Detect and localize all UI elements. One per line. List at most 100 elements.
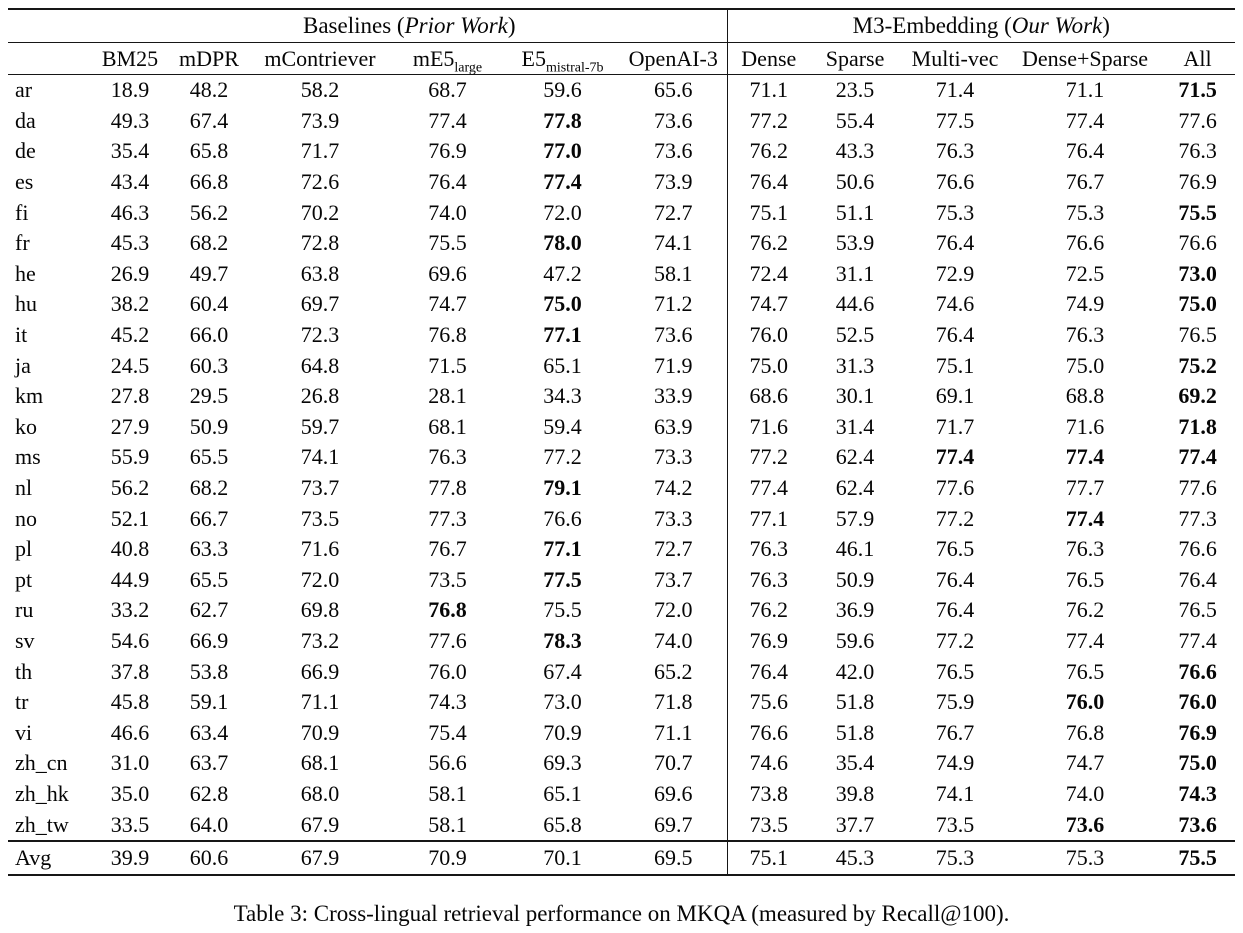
table-cell: 66.9 <box>300 658 340 684</box>
table-cell: 70.9 <box>543 719 582 745</box>
table-cell: 76.9 <box>1178 169 1217 195</box>
row-label: zh_hk <box>15 780 69 806</box>
table-cell: 54.6 <box>110 627 150 653</box>
table-cell: 45.3 <box>110 230 150 256</box>
table-row-nl: nl 56.2 68.2 73.7 77.8 79.1 74.2 77.4 62.4 77.6 77… <box>8 472 1235 504</box>
table-cell: 26.9 <box>110 260 150 286</box>
table-cell: 77.4 <box>1065 627 1105 653</box>
table-cell: 53.8 <box>189 658 229 684</box>
table-cell: 77.4 <box>428 107 467 133</box>
table-cell: 77.4 <box>1178 627 1217 653</box>
table-cell: 58.2 <box>300 77 340 103</box>
table-cell: 76.3 <box>1178 138 1217 164</box>
table-cell: 74.3 <box>428 689 467 715</box>
column-header-dense-sparse: Dense+Sparse <box>1010 42 1161 75</box>
column-header-row: BM25 mDPR mContriever mE5large E5mistral-7b O… <box>8 42 1236 75</box>
table-cell: 52.5 <box>835 322 875 348</box>
row-label: fr <box>15 230 30 256</box>
table-cell: 76.4 <box>935 230 975 256</box>
table-cell: 46.6 <box>110 719 150 745</box>
table-row-vi: vi 46.6 63.4 70.9 75.4 70.9 71.1 76.6 51.8 76.7 76… <box>8 717 1235 749</box>
table-cell: 76.0 <box>726 319 811 351</box>
table-cell: 34.3 <box>543 383 582 409</box>
table-caption: Table 3: Cross-lingual retrieval perform… <box>233 900 1010 926</box>
table-cell: 76.5 <box>935 658 975 684</box>
table-cell: 76.4 <box>935 322 975 348</box>
table-cell: 69.8 <box>300 597 340 623</box>
table-cell: 67.9 <box>300 811 340 837</box>
table-cell: 75.4 <box>428 719 467 745</box>
table-cell: 39.8 <box>835 780 875 806</box>
table-cell: 77.4 <box>726 472 811 504</box>
table-cell: 74.7 <box>428 291 467 317</box>
table-cell: 74.0 <box>654 627 693 653</box>
table-cell: 75.0 <box>1065 352 1105 378</box>
table-cell: 44.6 <box>835 291 875 317</box>
group-header-row: Baselines (Prior Work) M3-Embedding (Our… <box>8 9 1236 43</box>
table-row-fr: fr 45.3 68.2 72.8 75.5 78.0 74.1 76.2 53.9 76.4 76… <box>8 227 1235 259</box>
table-cell: 76.0 <box>1178 689 1217 715</box>
table-cell: 75.3 <box>1065 199 1105 225</box>
table-row-es: es 43.4 66.8 72.6 76.4 77.4 73.9 76.4 50.6 76.6 76… <box>8 166 1235 198</box>
table-cell: 68.8 <box>1065 383 1105 409</box>
table-cell: 71.2 <box>654 291 693 317</box>
table-cell: 77.4 <box>935 444 975 470</box>
table-cell: 75.3 <box>1010 839 1161 875</box>
table-cell: 76.5 <box>1065 566 1105 592</box>
table-cell: 50.9 <box>189 413 229 439</box>
table-cell: 73.7 <box>300 475 340 501</box>
table-cell: 71.5 <box>1178 77 1217 103</box>
table-cell: 23.5 <box>835 77 875 103</box>
table-cell: 18.9 <box>110 77 150 103</box>
table-cell: 77.0 <box>543 138 582 164</box>
table-cell: 69.1 <box>935 383 975 409</box>
table-cell: 76.4 <box>726 166 811 198</box>
row-label: zh_cn <box>15 750 68 776</box>
table-cell: 60.6 <box>168 839 250 875</box>
table-cell: 47.2 <box>543 260 582 286</box>
table-cell: 74.0 <box>1065 780 1105 806</box>
table-cell: 33.9 <box>654 383 693 409</box>
row-label: nl <box>15 475 33 501</box>
table-cell: 68.1 <box>300 750 340 776</box>
table-cell: 77.6 <box>1178 107 1217 133</box>
table-cell: 75.6 <box>726 686 811 718</box>
table-cell: 77.6 <box>935 475 975 501</box>
row-label: ja <box>15 352 31 378</box>
table-cell: 50.6 <box>835 169 875 195</box>
table-cell: 76.4 <box>1065 138 1105 164</box>
table-cell: 76.6 <box>935 169 975 195</box>
table-cell: 46.3 <box>110 199 150 225</box>
column-header-sparse: Sparse <box>810 42 901 75</box>
table-cell: 59.6 <box>835 627 875 653</box>
table-cell: 45.2 <box>110 322 150 348</box>
row-label: hu <box>15 291 37 317</box>
table-cell: 76.7 <box>935 719 975 745</box>
table-cell: 72.6 <box>300 169 340 195</box>
table-cell: 28.1 <box>428 383 467 409</box>
table-cell: 77.2 <box>726 105 811 137</box>
table-row-ko: ko 27.9 50.9 59.7 68.1 59.4 63.9 71.6 31.4 71.7 71… <box>8 411 1235 443</box>
table-cell: 77.5 <box>935 107 975 133</box>
table-cell: 65.1 <box>543 352 582 378</box>
table-cell: 68.7 <box>428 77 467 103</box>
table-cell: 43.3 <box>835 138 875 164</box>
table-cell: 31.1 <box>835 260 875 286</box>
table-row-tr: tr 45.8 59.1 71.1 74.3 73.0 71.8 75.6 51.8 75.9 76… <box>8 686 1235 718</box>
table-cell: 72.3 <box>300 322 340 348</box>
table-cell: 31.0 <box>110 750 150 776</box>
table-cell: 76.6 <box>1178 658 1217 684</box>
table-cell: 73.0 <box>543 689 582 715</box>
table-cell: 66.8 <box>189 169 229 195</box>
table-cell: 64.0 <box>189 811 229 837</box>
table-cell: 77.6 <box>428 627 467 653</box>
table-cell: 66.7 <box>189 505 229 531</box>
table-cell: 73.6 <box>654 322 693 348</box>
table-cell: 59.4 <box>543 413 582 439</box>
table-cell: 53.9 <box>835 230 875 256</box>
row-label: sv <box>15 627 35 653</box>
table-cell: 29.5 <box>189 383 229 409</box>
table-cell: 67.9 <box>250 839 390 875</box>
row-label: ms <box>15 444 41 470</box>
table-cell: 74.9 <box>1065 291 1105 317</box>
